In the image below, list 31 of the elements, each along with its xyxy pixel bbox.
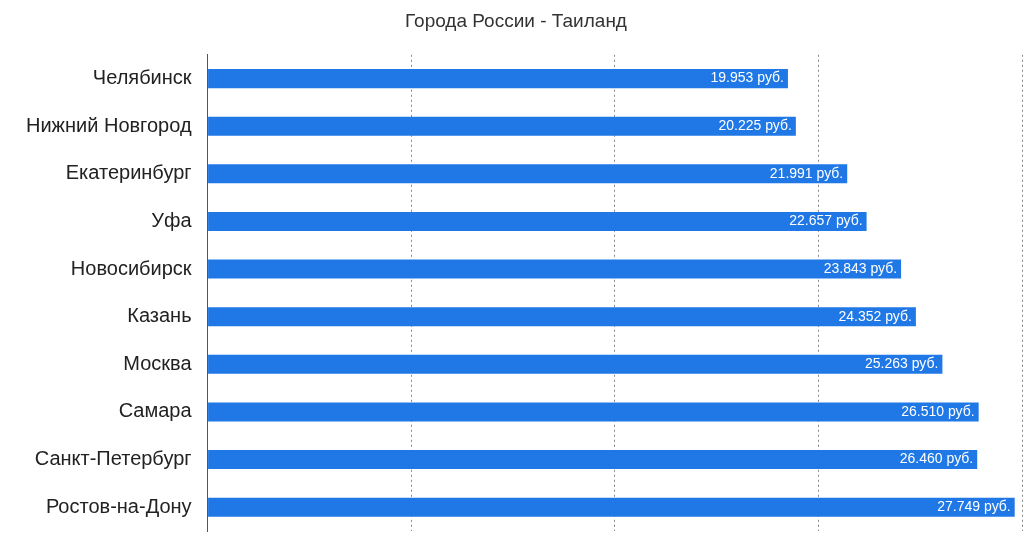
chart-title: Города России - Таиланд [405, 9, 627, 31]
bar [208, 354, 943, 374]
data-label: 26.460 руб. [899, 450, 974, 467]
data-label: 25.263 руб. [864, 355, 939, 372]
bar [208, 211, 867, 231]
data-label: 19.953 руб. [710, 69, 784, 86]
y-tick-label: Екатеринбург [65, 161, 192, 184]
y-tick-label: Новосибирск [70, 256, 192, 279]
bar [208, 402, 979, 422]
y-tick-label: Нижний Новгород [25, 113, 192, 136]
data-label: 20.225 руб. [718, 117, 792, 134]
bar [208, 307, 916, 327]
bar [208, 116, 796, 136]
y-tick-label: Москва [123, 351, 193, 374]
bar [208, 259, 902, 279]
y-tick-label: Самара [118, 399, 193, 422]
y-tick-label: Уфа [151, 208, 193, 231]
bar [208, 164, 848, 184]
y-tick-label: Ростов-на-Дону [45, 494, 192, 517]
data-label: 21.991 руб. [769, 164, 844, 181]
data-label: 26.510 руб. [901, 402, 975, 419]
y-tick-label: Казань [127, 304, 192, 327]
data-label: 22.657 руб. [789, 212, 863, 229]
data-label: 24.352 руб. [838, 307, 912, 324]
y-tick-label: Санкт-Петербург [34, 447, 192, 470]
data-label: 23.843 руб. [823, 259, 898, 276]
bar [208, 69, 788, 89]
y-tick-label: Челябинск [92, 66, 192, 89]
bar [208, 497, 1015, 517]
bar [208, 450, 978, 470]
data-label: 27.749 руб. [937, 498, 1011, 515]
